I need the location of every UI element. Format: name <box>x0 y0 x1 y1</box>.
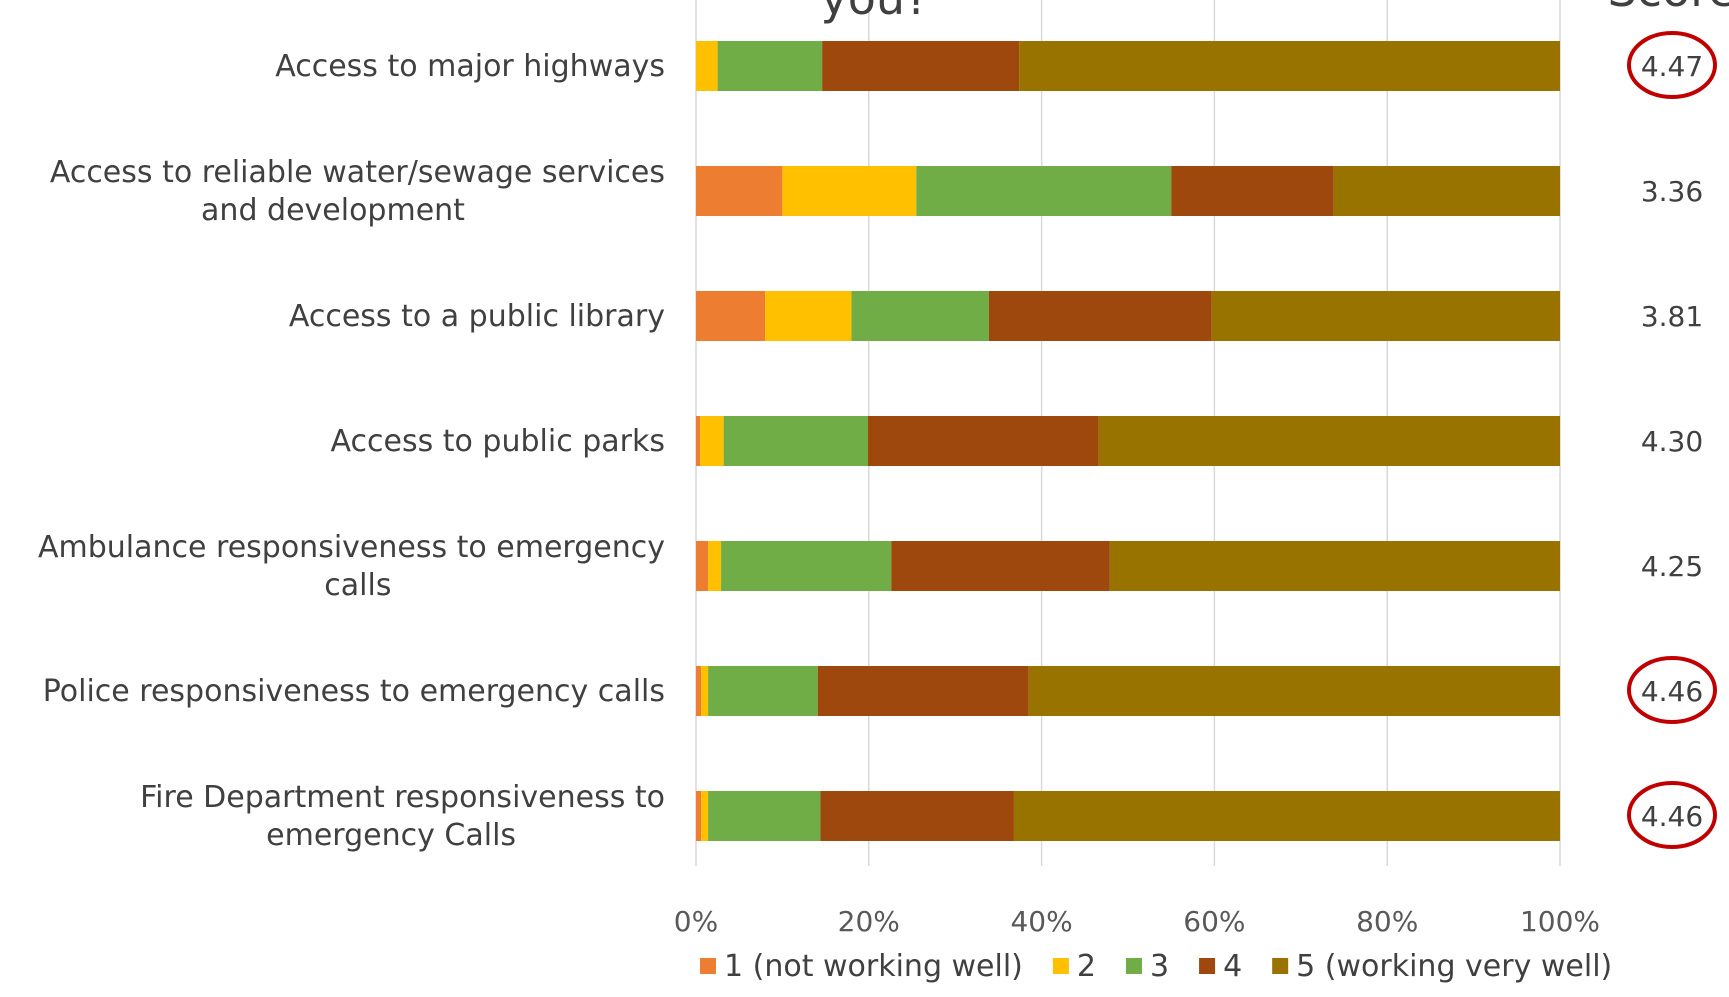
score-value: 4.46 <box>1641 675 1703 708</box>
bar-segment <box>700 416 724 466</box>
category-label: Access to major highways <box>275 49 665 84</box>
score-column-header-fragment: Score <box>1608 0 1729 17</box>
x-tick-label: 20% <box>838 905 900 938</box>
bar-segment <box>1171 166 1334 216</box>
legend-swatch <box>1199 958 1216 974</box>
category-label: Police responsiveness to emergency calls <box>43 674 665 709</box>
bar-segment <box>1028 666 1560 716</box>
bar-segment <box>708 541 722 591</box>
category-label: Access to a public library <box>289 299 665 334</box>
legend-label: 4 <box>1223 949 1242 984</box>
bar-segment <box>696 41 718 91</box>
category-label: Access to public parks <box>331 424 665 459</box>
x-tick-label: 60% <box>1183 905 1245 938</box>
category-label: Fire Department responsiveness to <box>140 780 665 815</box>
score-value: 4.46 <box>1641 800 1703 833</box>
score-value: 4.25 <box>1641 550 1703 583</box>
category-label: and development <box>201 193 465 228</box>
bar-segment <box>1109 541 1560 591</box>
bar-segment <box>723 416 868 466</box>
legend-item: 4 <box>1199 949 1242 984</box>
bar-segment <box>708 666 818 716</box>
bar-segment <box>891 541 1110 591</box>
score-value: 4.30 <box>1641 425 1703 458</box>
highlight-circle <box>1627 781 1717 849</box>
bar-segment <box>782 166 917 216</box>
chart-title-fragment: you? <box>821 0 930 25</box>
legend-swatch <box>1272 958 1289 974</box>
category-label: emergency Calls <box>266 818 516 853</box>
x-tick-label: 100% <box>1520 905 1600 938</box>
bars <box>696 41 1560 841</box>
legend-item: 2 <box>1052 949 1096 984</box>
bar-segment <box>867 416 1099 466</box>
x-tick-label: 80% <box>1356 905 1418 938</box>
legend: 1 (not working well) 2 3 4 5 (working very w… <box>700 949 1612 984</box>
bar-segment <box>1211 291 1560 341</box>
bar-segment <box>1013 791 1560 841</box>
score-value: 3.81 <box>1641 300 1703 333</box>
legend-item: 5 (working very well) <box>1272 949 1612 984</box>
bar-segment <box>765 291 852 341</box>
legend-label: 1 (not working well) <box>724 949 1023 984</box>
x-tick-label: 0% <box>674 905 718 938</box>
bar-segment <box>696 541 709 591</box>
bar-segment <box>1333 166 1560 216</box>
bar-segment <box>822 41 1020 91</box>
category-label: calls <box>324 568 391 603</box>
legend-swatch <box>1052 958 1069 974</box>
bar-segment <box>1019 41 1560 91</box>
bar-segment <box>988 291 1212 341</box>
bar-segment <box>916 166 1172 216</box>
bar-segment <box>1098 416 1560 466</box>
bar-segment <box>721 541 892 591</box>
bar-segment <box>696 666 702 716</box>
highlight-circle <box>1627 656 1717 724</box>
legend-item: 3 <box>1125 949 1169 984</box>
bar-segment <box>717 41 823 91</box>
bar-segment <box>701 666 709 716</box>
bar-segment <box>696 791 702 841</box>
bar-segment <box>696 166 783 216</box>
category-labels: Access to major highways Access to reliab… <box>38 49 665 853</box>
bar-segment <box>851 291 989 341</box>
x-axis-ticks: 0% 20% 40% 60% 80% 100% <box>674 905 1600 938</box>
category-label: Ambulance responsiveness to emergency <box>38 530 665 565</box>
bar-segment <box>817 666 1029 716</box>
legend-swatch <box>1125 958 1142 974</box>
bar-segment <box>708 791 821 841</box>
score-column: 4.47 3.36 3.81 4.30 4.25 4.46 4.46 <box>1627 31 1717 849</box>
legend-label: 5 (working very well) <box>1296 949 1612 984</box>
legend-label: 3 <box>1150 949 1169 984</box>
legend-label: 2 <box>1077 949 1096 984</box>
bar-segment <box>701 791 709 841</box>
score-value: 4.47 <box>1641 50 1703 83</box>
bar-segment <box>820 791 1014 841</box>
bar-segment <box>696 291 766 341</box>
bar-segment <box>696 416 701 466</box>
highlight-circle <box>1627 31 1717 99</box>
legend-swatch <box>700 958 716 974</box>
category-label: Access to reliable water/sewage services <box>50 155 665 190</box>
score-value: 3.36 <box>1641 175 1703 208</box>
x-tick-label: 40% <box>1010 905 1072 938</box>
legend-item: 1 (not working well) <box>700 949 1023 984</box>
